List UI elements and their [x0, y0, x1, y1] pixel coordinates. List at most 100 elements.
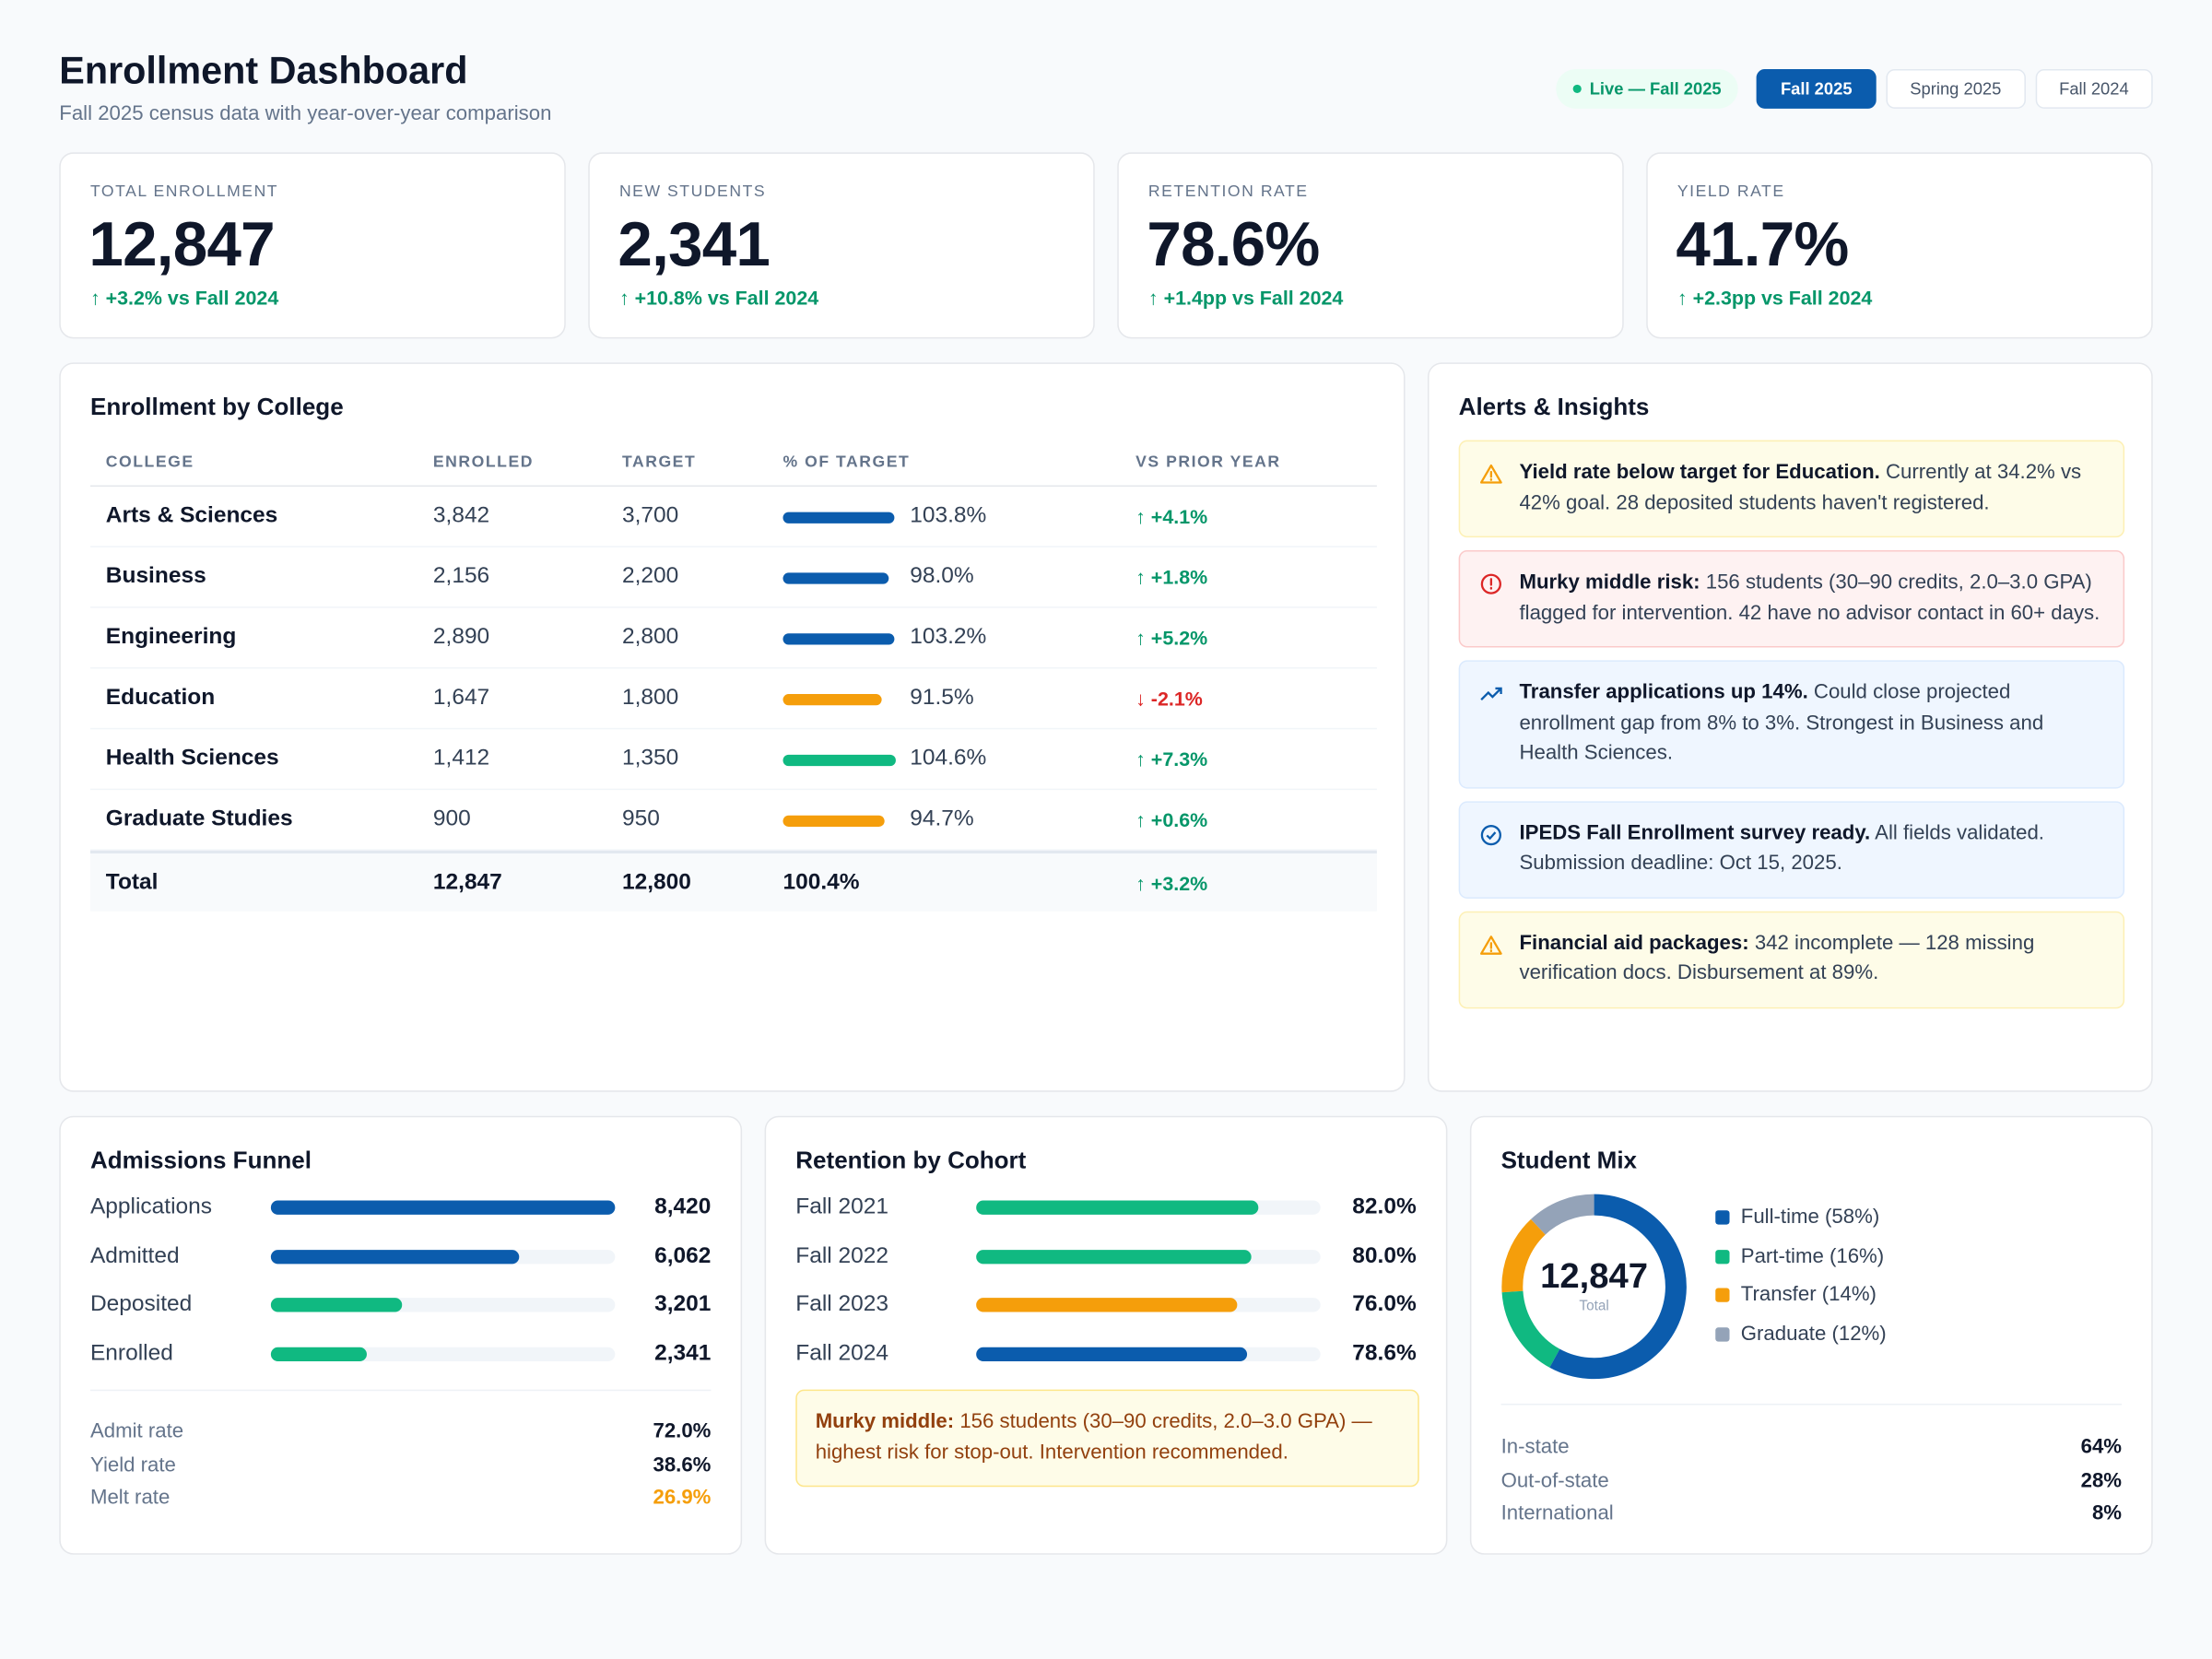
- alerts-card: Alerts & Insights Yield rate below targe…: [1427, 362, 2153, 1092]
- college-name: Engineering: [105, 625, 237, 650]
- pct-of-target: 98.0%: [910, 564, 974, 589]
- bar-label: Enrolled: [89, 1341, 173, 1366]
- bar-value: 80.0%: [1352, 1243, 1417, 1268]
- alert: Financial aid packages: 342 incomplete —…: [1458, 911, 2125, 1008]
- bar-track: [270, 1200, 616, 1215]
- kpi-card: YIELD RATE 41.7% ↑ +2.3pp vs Fall 2024: [1646, 152, 2153, 339]
- alert-headline: IPEDS Fall Enrollment survey ready.: [1519, 821, 1871, 845]
- bar-value: 6,062: [654, 1243, 712, 1268]
- pct-of-target: 103.2%: [910, 625, 987, 650]
- legend-item: Graduate (12%): [1715, 1322, 1887, 1346]
- column-header: TARGET: [621, 453, 697, 472]
- kpi-value: 41.7%: [1676, 210, 1849, 280]
- change: ↑ +7.3%: [1135, 747, 1208, 771]
- table-row: Engineering 2,890 2,800 103.2% ↑ +5.2%: [89, 608, 1377, 669]
- bar: [976, 1298, 1239, 1313]
- target-bar: [782, 694, 882, 706]
- table-row: Arts & Sciences 3,842 3,700 103.8% ↑ +4.1%: [89, 487, 1377, 547]
- college-table-card: Enrollment by College COLLEGE ENROLLED TAR…: [59, 362, 1406, 1092]
- target: 2,200: [621, 564, 679, 589]
- legend-item: Full-time (58%): [1715, 1206, 1879, 1229]
- bar-row: Applications 8,420: [90, 1191, 711, 1225]
- bar-track: [270, 1347, 616, 1362]
- bar: [270, 1200, 616, 1215]
- term-button[interactable]: Fall 2024: [2035, 68, 2153, 109]
- student-mix-card: Student Mix 12,847 Total Full-time (58%)…: [1469, 1115, 2153, 1555]
- residency-row: In-state 64%: [1501, 1430, 2122, 1465]
- column-header: VS PRIOR YEAR: [1135, 453, 1281, 472]
- kpi-label: NEW STUDENTS: [618, 182, 767, 201]
- rate-value: 72.0%: [653, 1420, 712, 1443]
- note-body: 156 students (30–90 credits, 2.0–3.0 GPA…: [815, 1410, 1372, 1465]
- legend-item: Part-time (16%): [1715, 1245, 1884, 1267]
- residency-row: Out-of-state 28%: [1501, 1464, 2122, 1498]
- enrolled: 2,156: [432, 564, 490, 589]
- pct-of-target: 103.8%: [910, 503, 987, 528]
- legend-swatch: [1715, 1288, 1730, 1302]
- bar: [270, 1249, 519, 1264]
- rate-label: Yield rate: [89, 1453, 176, 1477]
- bar-row: Enrolled 2,341: [90, 1337, 711, 1371]
- legend-label: Full-time (58%): [1740, 1206, 1880, 1230]
- legend-swatch: [1715, 1326, 1730, 1341]
- card-title: Enrollment by College: [89, 394, 344, 421]
- table-row: Health Sciences 1,412 1,350 104.6% ↑ +7.3%: [89, 729, 1377, 791]
- legend-swatch: [1715, 1210, 1730, 1225]
- note-headline: Murky middle:: [815, 1410, 955, 1434]
- total-college: Total: [105, 869, 159, 894]
- enrolled: 900: [432, 806, 471, 831]
- rate-label: Admit rate: [89, 1420, 184, 1443]
- bar-value: 76.0%: [1352, 1292, 1417, 1317]
- kpi-change: ↑ +2.3pp vs Fall 2024: [1677, 286, 1873, 310]
- bar-track: [270, 1249, 616, 1264]
- target: 3,700: [621, 503, 679, 528]
- alert: Murky middle risk: 156 students (30–90 c…: [1458, 549, 2125, 648]
- donut-segment: [1530, 1194, 1595, 1235]
- alert-icon: [1479, 935, 1502, 955]
- residency-label: In-state: [1500, 1436, 1570, 1459]
- bar-label: Admitted: [89, 1243, 180, 1268]
- residency-value: 64%: [2080, 1436, 2123, 1459]
- bar-label: Fall 2021: [795, 1194, 889, 1219]
- alert-headline: Murky middle risk:: [1519, 571, 1700, 594]
- kpi-card: TOTAL ENROLLMENT 12,847 ↑ +3.2% vs Fall 20…: [59, 152, 566, 339]
- live-status: Live — Fall 2025: [1555, 68, 1739, 109]
- target-bar: [782, 572, 888, 584]
- rate-row: Melt rate 26.9%: [90, 1481, 711, 1515]
- college-name: Health Sciences: [105, 746, 279, 771]
- bar-row: Fall 2023 76.0%: [795, 1288, 1416, 1323]
- target: 1,800: [621, 685, 679, 710]
- residency-value: 8%: [2091, 1502, 2123, 1525]
- alert-headline: Transfer applications up 14%.: [1519, 681, 1808, 704]
- donut-chart: 12,847 Total: [1501, 1194, 1687, 1380]
- bar-label: Fall 2024: [795, 1341, 889, 1366]
- bar-track: [270, 1298, 616, 1313]
- college-name: Arts & Sciences: [105, 503, 278, 528]
- alert-headline: Yield rate below target for Education.: [1519, 461, 1880, 484]
- target: 1,350: [621, 746, 679, 771]
- target-bar: [782, 815, 885, 827]
- change: ↑ +5.2%: [1135, 626, 1208, 650]
- divider: [89, 1389, 712, 1392]
- college-name: Education: [105, 685, 216, 710]
- bar-value: 3,201: [654, 1292, 712, 1317]
- table-row: Business 2,156 2,200 98.0% ↑ +1.8%: [89, 547, 1377, 608]
- target: 950: [621, 806, 660, 831]
- legend-label: Graduate (12%): [1740, 1322, 1887, 1346]
- term-button[interactable]: Spring 2025: [1886, 68, 2026, 109]
- total-pct-of-target: 100.4%: [782, 869, 860, 894]
- bar-row: Fall 2024 78.6%: [795, 1337, 1416, 1371]
- table-header: COLLEGE ENROLLED TARGET % OF TARGET VS PRIOR…: [89, 441, 1377, 488]
- kpi-label: YIELD RATE: [1677, 182, 1785, 201]
- target-bar: [782, 754, 896, 767]
- kpi-label: TOTAL ENROLLMENT: [89, 182, 279, 201]
- legend-label: Part-time (16%): [1740, 1244, 1885, 1268]
- bar-label: Fall 2022: [795, 1243, 889, 1268]
- enrolled: 2,890: [432, 625, 490, 650]
- card-title: Alerts & Insights: [1458, 394, 1650, 421]
- change: ↓ -2.1%: [1135, 687, 1203, 710]
- term-button[interactable]: Fall 2025: [1756, 68, 1877, 109]
- donut-center-value: 12,847: [1540, 1256, 1648, 1296]
